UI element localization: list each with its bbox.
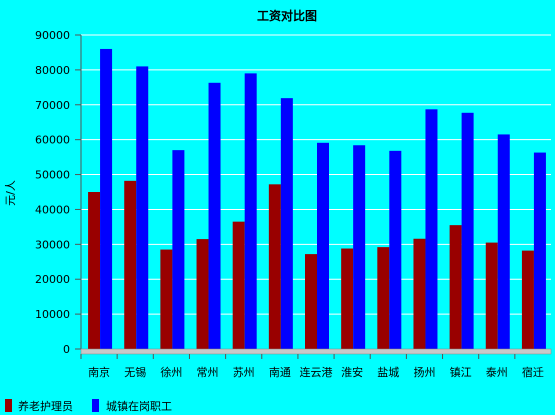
y-tick-labels: 0 10000 20000 30000 40000 50000 60000 70000 8000… bbox=[35, 29, 70, 356]
bar-series2 bbox=[208, 82, 221, 349]
bar-series1 bbox=[305, 254, 317, 349]
bar-series2 bbox=[280, 98, 293, 349]
y-tick-label: 80000 bbox=[35, 64, 70, 77]
bar-series1 bbox=[160, 249, 173, 349]
y-tick-label: 30000 bbox=[35, 238, 70, 251]
x-tick-label: 常州 bbox=[197, 366, 219, 379]
x-tick-label: 无锡 bbox=[124, 365, 146, 379]
y-tick-label: 50000 bbox=[35, 169, 70, 182]
bars-layer bbox=[88, 48, 546, 350]
bar-series1 bbox=[232, 221, 245, 349]
x-tick-label: 盐城 bbox=[377, 366, 399, 379]
legend-swatch bbox=[92, 399, 99, 412]
x-tick-labels: 南京 无锡 徐州 常州 苏州 南通 连云港 淮安 盐城 扬州 镇江 泰州 宿迁 bbox=[88, 365, 544, 379]
y-tick-label: 20000 bbox=[35, 273, 70, 286]
bar-series1 bbox=[196, 239, 209, 349]
y-tick-label: 60000 bbox=[35, 134, 70, 147]
y-axis-label: 元/人 bbox=[4, 180, 17, 206]
bar-series2 bbox=[533, 152, 546, 349]
x-tick-label: 泰州 bbox=[486, 365, 508, 379]
legend-swatch bbox=[5, 399, 12, 412]
bar-series2 bbox=[353, 145, 366, 349]
bar-series2 bbox=[461, 112, 474, 350]
bar-series1 bbox=[413, 238, 426, 349]
x-tick-label: 连云港 bbox=[300, 366, 333, 379]
y-tick-label: 70000 bbox=[35, 99, 70, 112]
bar-series2 bbox=[244, 73, 257, 349]
y-tick-label: 40000 bbox=[35, 203, 70, 216]
bar-series1 bbox=[268, 184, 281, 349]
chart-title: 工资对比图 bbox=[257, 8, 317, 23]
legend-label: 养老护理员 bbox=[18, 399, 73, 413]
bar-series1 bbox=[485, 242, 498, 349]
bar-series2 bbox=[497, 134, 510, 349]
bar-series1 bbox=[341, 248, 354, 349]
bar-series2 bbox=[317, 142, 329, 349]
x-tick-label: 淮安 bbox=[341, 365, 363, 379]
bar-series2 bbox=[425, 109, 438, 350]
y-tick-label: 90000 bbox=[35, 29, 70, 42]
bar-series2 bbox=[389, 150, 402, 349]
x-tick-label: 苏州 bbox=[233, 366, 255, 379]
bar-series2 bbox=[172, 150, 185, 349]
x-tick-label: 南通 bbox=[269, 366, 291, 379]
x-axis-band bbox=[80, 348, 552, 355]
legend: 养老护理员 城镇在岗职工 bbox=[5, 399, 172, 413]
x-tick-label: 徐州 bbox=[160, 365, 182, 379]
x-tick-label: 镇江 bbox=[450, 365, 472, 379]
y-tick-label: 10000 bbox=[35, 308, 70, 321]
bar-series1 bbox=[124, 180, 137, 349]
grid-layer bbox=[81, 34, 551, 315]
x-tick-label: 宿迁 bbox=[522, 365, 544, 379]
bar-series2 bbox=[136, 66, 149, 350]
y-tick-label: 0 bbox=[63, 343, 70, 356]
x-tick-label: 南京 bbox=[88, 365, 110, 379]
legend-label: 城镇在岗职工 bbox=[106, 399, 172, 413]
bar-series1 bbox=[88, 192, 101, 349]
bar-series2 bbox=[100, 48, 113, 349]
bar-series1 bbox=[521, 250, 534, 349]
bar-series1 bbox=[377, 247, 390, 349]
x-tick-label: 扬州 bbox=[413, 365, 435, 379]
axes-layer bbox=[75, 34, 552, 359]
bar-series1 bbox=[449, 225, 462, 349]
